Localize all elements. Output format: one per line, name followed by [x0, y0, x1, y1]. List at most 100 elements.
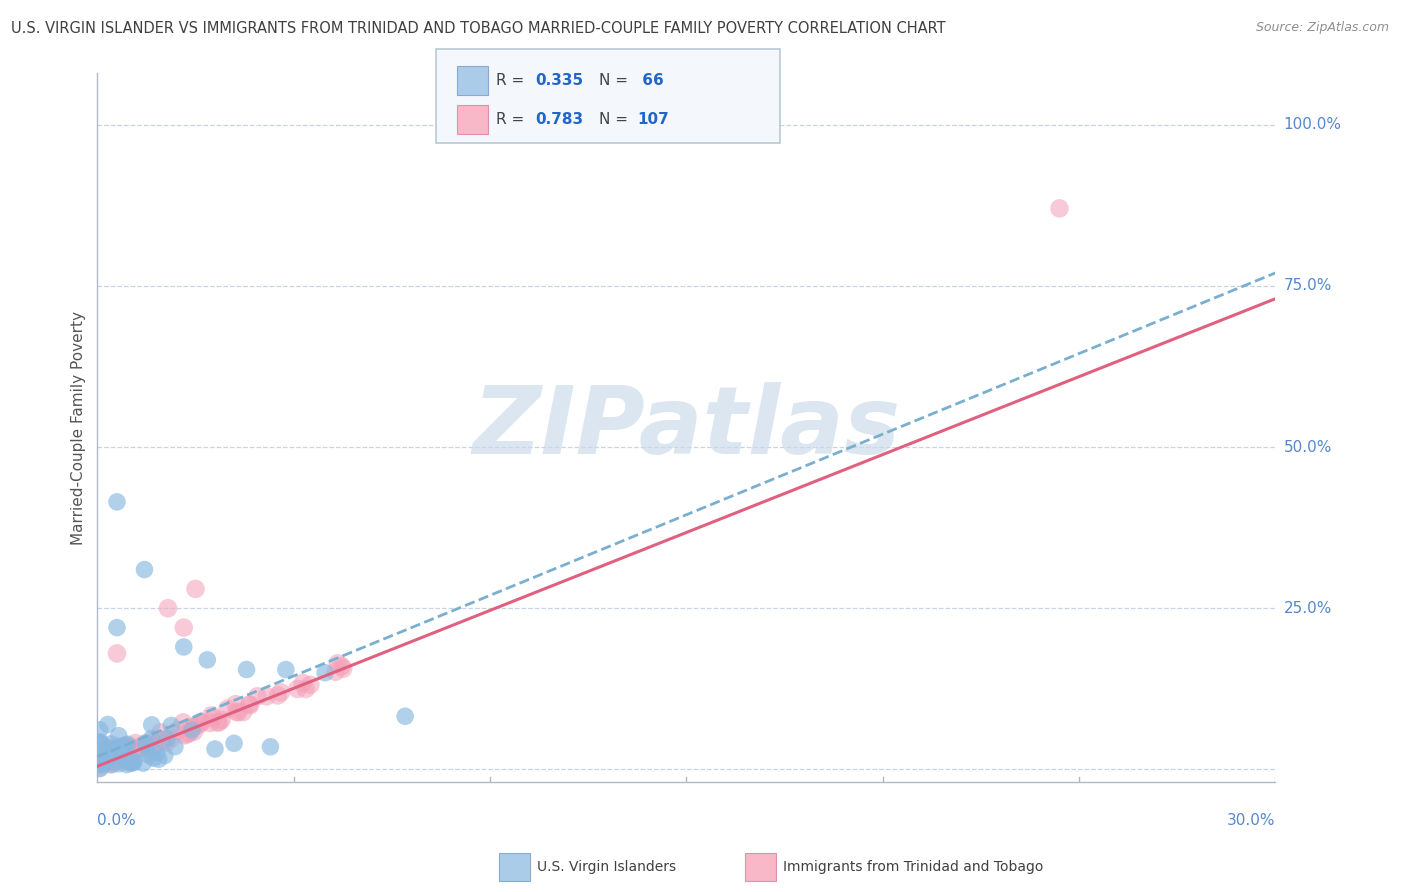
Point	[105, 742, 128, 756]
Point	[135, 739, 157, 754]
Point	[157, 601, 180, 615]
Point	[89, 762, 111, 776]
Point	[124, 736, 146, 750]
Point	[112, 748, 135, 763]
Point	[274, 663, 297, 677]
Point	[181, 723, 204, 737]
Point	[1049, 202, 1071, 216]
Point	[98, 743, 121, 757]
Point	[107, 729, 129, 743]
Point	[207, 715, 229, 730]
Text: 50.0%: 50.0%	[1284, 440, 1331, 455]
Point	[108, 756, 131, 771]
Point	[96, 753, 118, 767]
Point	[101, 757, 124, 772]
Point	[101, 748, 124, 763]
Text: R =: R =	[496, 73, 530, 88]
Point	[314, 665, 336, 680]
Point	[98, 742, 121, 756]
Point	[190, 715, 212, 730]
Point	[141, 718, 163, 732]
Point	[184, 582, 207, 596]
Text: 0.0%: 0.0%	[97, 813, 136, 828]
Point	[101, 755, 124, 769]
Point	[235, 663, 257, 677]
Point	[330, 659, 353, 673]
Text: R =: R =	[496, 112, 530, 128]
Point	[180, 722, 202, 736]
Point	[108, 748, 131, 763]
Point	[111, 747, 134, 762]
Point	[139, 736, 162, 750]
Point	[121, 756, 143, 771]
Point	[108, 746, 131, 760]
Point	[111, 739, 134, 754]
Text: 25.0%: 25.0%	[1284, 600, 1331, 615]
Point	[163, 739, 186, 754]
Text: 107: 107	[637, 112, 669, 128]
Point	[108, 753, 131, 767]
Point	[326, 657, 349, 671]
Point	[108, 741, 131, 756]
Point	[118, 744, 141, 758]
Point	[138, 748, 160, 763]
Point	[173, 728, 195, 742]
Point	[118, 756, 141, 770]
Point	[94, 753, 117, 767]
Point	[135, 737, 157, 751]
Point	[93, 754, 115, 768]
Point	[108, 752, 131, 766]
Point	[115, 757, 138, 772]
Point	[156, 731, 179, 746]
Text: U.S. VIRGIN ISLANDER VS IMMIGRANTS FROM TRINIDAD AND TOBAGO MARRIED-COUPLE FAMIL: U.S. VIRGIN ISLANDER VS IMMIGRANTS FROM …	[11, 21, 946, 37]
Point	[90, 737, 112, 751]
Text: N =: N =	[599, 73, 633, 88]
Point	[204, 742, 226, 756]
Point	[135, 739, 157, 754]
Point	[105, 621, 128, 635]
Point	[200, 715, 222, 730]
Point	[124, 741, 146, 756]
Point	[125, 741, 148, 756]
Point	[146, 746, 169, 760]
Point	[98, 757, 121, 772]
Point	[201, 711, 224, 725]
Point	[148, 752, 170, 766]
Point	[200, 708, 222, 723]
Text: 75.0%: 75.0%	[1284, 278, 1331, 293]
Point	[187, 718, 209, 732]
Point	[117, 737, 139, 751]
Point	[239, 698, 262, 713]
Point	[87, 757, 110, 772]
Point	[104, 751, 127, 765]
Point	[208, 715, 231, 730]
Point	[107, 750, 129, 764]
Point	[93, 752, 115, 766]
Text: 100.0%: 100.0%	[1284, 117, 1341, 132]
Text: Source: ZipAtlas.com: Source: ZipAtlas.com	[1256, 21, 1389, 35]
Point	[93, 747, 115, 761]
Point	[120, 756, 142, 770]
Point	[291, 676, 314, 690]
Point	[127, 741, 149, 756]
Point	[134, 738, 156, 752]
Point	[97, 742, 120, 756]
Text: 66: 66	[637, 73, 664, 88]
Text: 0.335: 0.335	[536, 73, 583, 88]
Point	[152, 734, 174, 748]
Point	[97, 740, 120, 755]
Point	[225, 697, 247, 711]
Point	[246, 690, 269, 704]
Point	[87, 753, 110, 767]
Y-axis label: Married-Couple Family Poverty: Married-Couple Family Poverty	[72, 310, 86, 545]
Point	[143, 737, 166, 751]
Point	[160, 731, 183, 746]
Point	[136, 739, 159, 753]
Point	[89, 756, 111, 771]
Point	[103, 753, 125, 767]
Point	[91, 754, 114, 768]
Point	[176, 727, 198, 741]
Point	[153, 748, 176, 763]
Point	[149, 731, 172, 746]
Text: 30.0%: 30.0%	[1227, 813, 1275, 828]
